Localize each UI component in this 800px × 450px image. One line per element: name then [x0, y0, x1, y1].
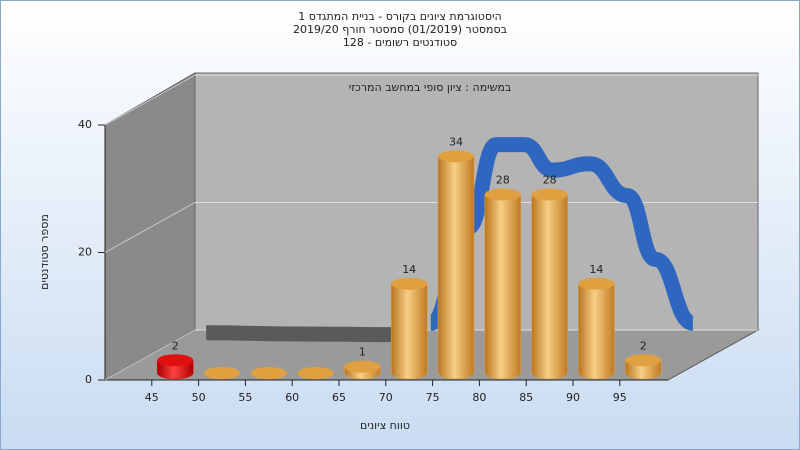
x-tick-label: 60 — [285, 391, 299, 404]
bar-body — [437, 156, 475, 380]
bar — [624, 354, 662, 380]
bar — [484, 188, 522, 380]
x-axis-label: טווח ציונים — [360, 419, 410, 432]
bar-top — [157, 354, 194, 367]
bar-body — [531, 194, 568, 380]
annotation: במשימה : ציון סופי במחשב המרכזי — [349, 81, 512, 94]
value-label: 34 — [449, 135, 463, 148]
x-tick-label: 55 — [238, 391, 252, 404]
bar — [390, 277, 428, 380]
fit-curve — [206, 325, 394, 343]
x-tick-label: 45 — [145, 391, 159, 404]
bar — [531, 188, 568, 380]
bar-top — [297, 367, 334, 379]
value-label: 2 — [172, 339, 179, 352]
y-tick-label: 20 — [78, 246, 92, 259]
bar-top — [250, 367, 287, 379]
value-label: 2 — [640, 339, 647, 352]
y-tick-label: 0 — [85, 373, 92, 386]
value-label: 28 — [543, 174, 557, 187]
bar-body — [390, 283, 428, 380]
chart-title: סטודנטים רשומים - 128 — [343, 36, 457, 49]
left-wall — [104, 72, 196, 381]
y-tick-label: 40 — [78, 118, 92, 131]
bar-top — [484, 188, 521, 201]
title: היסטוגרמת ציונים בקורס - בניית המתגדס 1ב… — [293, 10, 507, 49]
bar-top — [438, 150, 474, 163]
bar-body — [578, 283, 615, 380]
bar — [437, 150, 475, 380]
bar-top — [625, 354, 662, 367]
x-tick-label: 50 — [192, 391, 206, 404]
bar — [203, 367, 241, 380]
bar-top — [204, 367, 240, 379]
bar — [250, 367, 288, 380]
x-tick-label: 65 — [332, 391, 346, 404]
bar — [578, 277, 615, 380]
x-tick-label: 85 — [519, 391, 533, 404]
chart-title: בסמסטר (01/2019) סמסטר חורף 2019/20 — [293, 23, 507, 36]
bar — [156, 354, 194, 380]
x-tick-label: 75 — [426, 391, 440, 404]
value-label: 28 — [496, 174, 510, 187]
bar — [344, 360, 381, 380]
bar-top — [391, 277, 428, 290]
x-tick-label: 80 — [472, 391, 486, 404]
grid-line — [104, 329, 196, 381]
value-label: 14 — [402, 263, 416, 276]
x-tick-label: 70 — [379, 391, 393, 404]
value-label: 1 — [359, 346, 366, 359]
x-tick-label: 95 — [613, 391, 627, 404]
grid-line — [104, 74, 196, 126]
y-axis-label: מספר סטודנטים — [38, 214, 51, 290]
bar — [297, 367, 334, 380]
grid-line — [104, 202, 196, 253]
value-label: 14 — [589, 263, 603, 276]
bar-top — [531, 188, 568, 201]
bar-body — [484, 194, 522, 380]
bar-top — [578, 277, 615, 290]
bar-top — [344, 360, 381, 373]
x-tick-label: 90 — [566, 391, 580, 404]
chart-title: היסטוגרמת ציונים בקורס - בניית המתגדס 1 — [298, 10, 501, 23]
